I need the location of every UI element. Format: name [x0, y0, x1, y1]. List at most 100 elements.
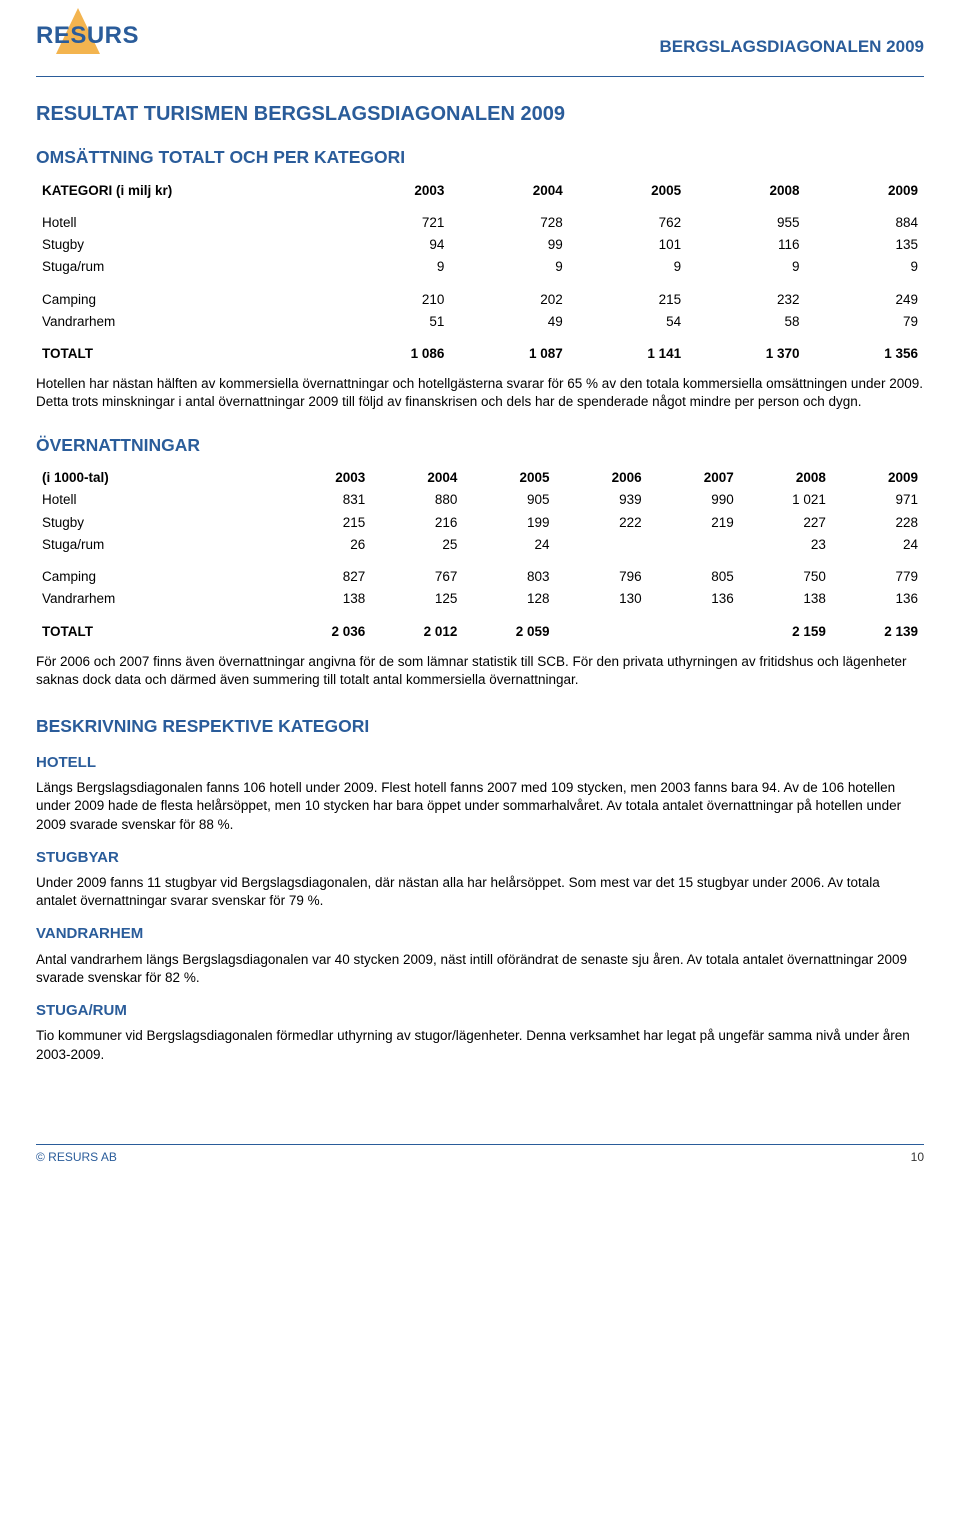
table-overnattningar: (i 1000-tal) 2003 2004 2005 2006 2007 20…	[36, 467, 924, 643]
section-title-beskrivning: BESKRIVNING RESPEKTIVE KATEGORI	[36, 715, 924, 739]
cell: 9	[450, 256, 568, 278]
cell	[648, 621, 740, 643]
row-label: Stugby	[36, 234, 332, 256]
cell: 130	[555, 588, 647, 610]
category-title-stugarum: STUGA/RUM	[36, 1001, 924, 1021]
category-text-stugarum: Tio kommuner vid Bergslagsdiagonalen för…	[36, 1027, 924, 1063]
table-head-label: (i 1000-tal)	[36, 467, 279, 489]
table-header-row: KATEGORI (i milj kr) 2003 2004 2005 2008…	[36, 180, 924, 202]
table-year: 2008	[740, 467, 832, 489]
cell: 905	[463, 489, 555, 511]
table-header-row: (i 1000-tal) 2003 2004 2005 2006 2007 20…	[36, 467, 924, 489]
cell: 94	[332, 234, 450, 256]
cell: 24	[832, 534, 924, 556]
row-label: Stuga/rum	[36, 534, 279, 556]
cell: 58	[687, 311, 805, 333]
cell: 228	[832, 512, 924, 534]
cell: 79	[806, 311, 924, 333]
cell: 939	[555, 489, 647, 511]
table-year: 2004	[450, 180, 568, 202]
cell: 26	[279, 534, 371, 556]
cell: 1 021	[740, 489, 832, 511]
table-row: Stugby 215 216 199 222 219 227 228	[36, 512, 924, 534]
cell: 116	[687, 234, 805, 256]
table-row: Vandrarhem 51 49 54 58 79	[36, 311, 924, 333]
cell	[648, 534, 740, 556]
cell: 51	[332, 311, 450, 333]
table-year: 2009	[832, 467, 924, 489]
cell: 2 139	[832, 621, 924, 643]
cell: 2 059	[463, 621, 555, 643]
cell: 136	[832, 588, 924, 610]
table-year: 2007	[648, 467, 740, 489]
cell: 1 087	[450, 343, 568, 365]
category-title-vandrarhem: VANDRARHEM	[36, 924, 924, 944]
cell: 202	[450, 289, 568, 311]
row-label: Stuga/rum	[36, 256, 332, 278]
paragraph-overnattningar: För 2006 och 2007 finns även övernattnin…	[36, 653, 924, 689]
row-label: Vandrarhem	[36, 588, 279, 610]
table-year: 2003	[332, 180, 450, 202]
cell: 49	[450, 311, 568, 333]
cell: 24	[463, 534, 555, 556]
table-total-row: TOTALT 2 036 2 012 2 059 2 159 2 139	[36, 621, 924, 643]
table-year: 2005	[463, 467, 555, 489]
cell: 232	[687, 289, 805, 311]
cell: 249	[806, 289, 924, 311]
table-year: 2004	[371, 467, 463, 489]
cell: 216	[371, 512, 463, 534]
table-row: Stugby 94 99 101 116 135	[36, 234, 924, 256]
table-omsattning: KATEGORI (i milj kr) 2003 2004 2005 2008…	[36, 180, 924, 366]
row-label: Hotell	[36, 212, 332, 234]
cell: 138	[740, 588, 832, 610]
cell: 25	[371, 534, 463, 556]
category-title-hotell: HOTELL	[36, 753, 924, 773]
cell: 9	[806, 256, 924, 278]
category-text-stugbyar: Under 2009 fanns 11 stugbyar vid Bergsla…	[36, 874, 924, 910]
table-row: Stuga/rum 9 9 9 9 9	[36, 256, 924, 278]
footer-page-number: 10	[911, 1149, 924, 1165]
cell: 9	[569, 256, 687, 278]
cell: 831	[279, 489, 371, 511]
section-title-omsattning: OMSÄTTNING TOTALT OCH PER KATEGORI	[36, 146, 924, 170]
cell: 796	[555, 566, 647, 588]
section-title-main: RESULTAT TURISMEN BERGSLAGSDIAGONALEN 20…	[36, 101, 924, 128]
page-header: RESURS BERGSLAGSDIAGONALEN 2009	[36, 20, 924, 77]
cell: 9	[332, 256, 450, 278]
cell: 767	[371, 566, 463, 588]
document-title: BERGSLAGSDIAGONALEN 2009	[660, 36, 925, 59]
cell: 721	[332, 212, 450, 234]
cell: 135	[806, 234, 924, 256]
cell: 762	[569, 212, 687, 234]
cell: 990	[648, 489, 740, 511]
category-text-vandrarhem: Antal vandrarhem längs Bergslagsdiagonal…	[36, 951, 924, 987]
table-year: 2003	[279, 467, 371, 489]
table-row: Camping 827 767 803 796 805 750 779	[36, 566, 924, 588]
table-row: Hotell 831 880 905 939 990 1 021 971	[36, 489, 924, 511]
cell: 750	[740, 566, 832, 588]
logo-text: RESURS	[36, 20, 146, 52]
cell: 1 086	[332, 343, 450, 365]
cell: 9	[687, 256, 805, 278]
logo: RESURS	[36, 20, 146, 72]
table-row: Vandrarhem 138 125 128 130 136 138 136	[36, 588, 924, 610]
cell: 779	[832, 566, 924, 588]
section-title-overnattningar: ÖVERNATTNINGAR	[36, 434, 924, 458]
cell: 215	[569, 289, 687, 311]
cell: 199	[463, 512, 555, 534]
category-title-stugbyar: STUGBYAR	[36, 848, 924, 868]
row-label: Hotell	[36, 489, 279, 511]
row-label: Stugby	[36, 512, 279, 534]
cell: 215	[279, 512, 371, 534]
cell: 23	[740, 534, 832, 556]
footer-copyright: © RESURS AB	[36, 1149, 117, 1165]
row-label: Camping	[36, 566, 279, 588]
paragraph-omsattning: Hotellen har nästan hälften av kommersie…	[36, 375, 924, 411]
table-row: Camping 210 202 215 232 249	[36, 289, 924, 311]
cell	[555, 621, 647, 643]
cell: 884	[806, 212, 924, 234]
page-footer: © RESURS AB 10	[36, 1144, 924, 1165]
cell: 99	[450, 234, 568, 256]
cell: 805	[648, 566, 740, 588]
row-label: TOTALT	[36, 343, 332, 365]
